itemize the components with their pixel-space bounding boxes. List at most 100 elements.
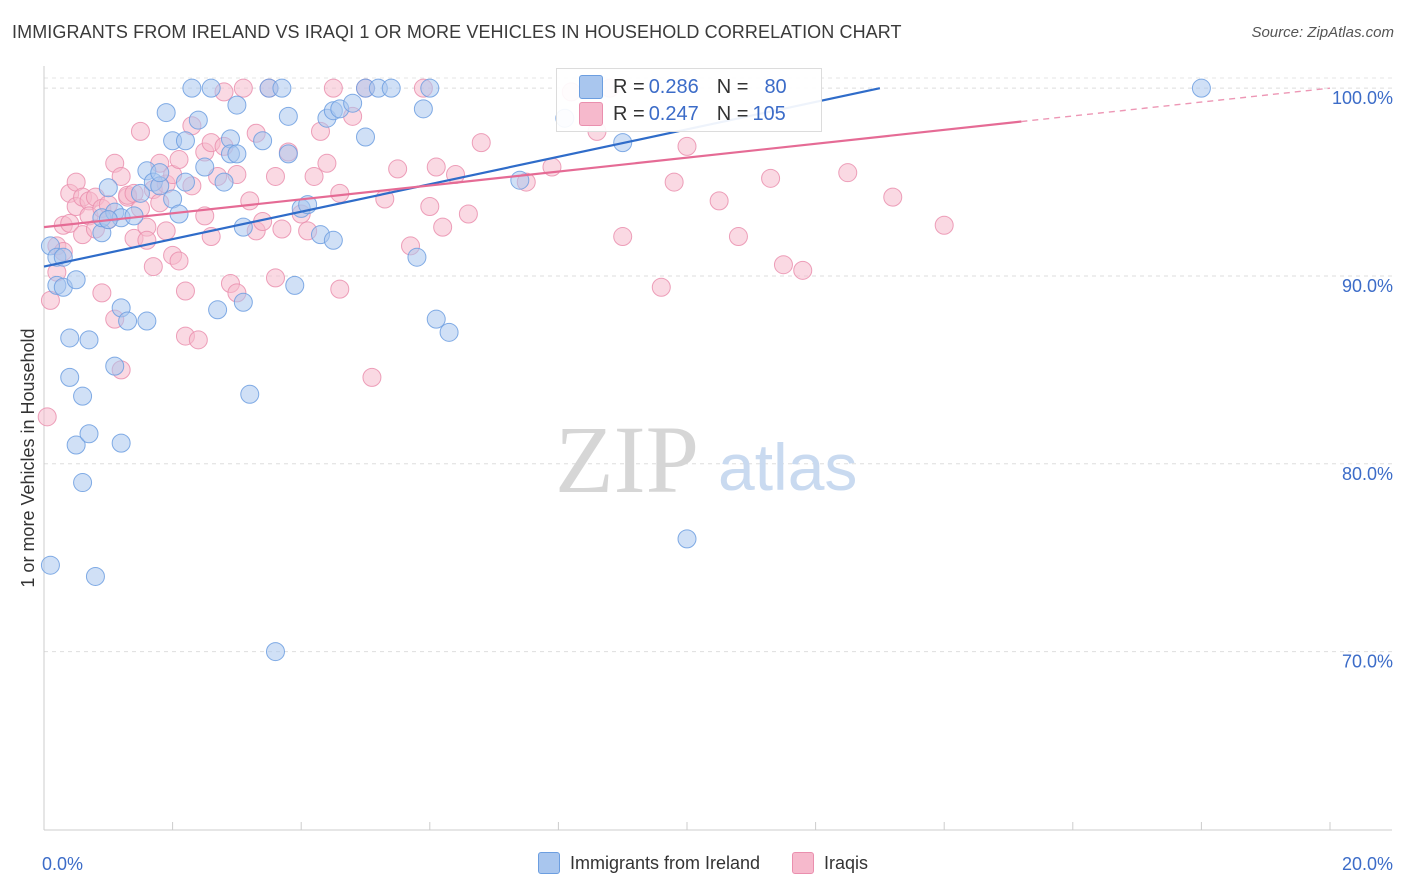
point-ireland — [426, 309, 446, 329]
point-ireland — [137, 311, 157, 331]
point-ireland — [156, 103, 176, 123]
point-iraqis — [728, 227, 748, 247]
point-ireland — [233, 217, 253, 237]
legend-swatch-iraqis — [792, 852, 815, 874]
watermark-zip: ZIP — [555, 406, 699, 513]
legend-n-label: N = — [716, 102, 749, 125]
point-iraqis — [304, 166, 324, 186]
legend-swatch-ireland — [579, 75, 603, 99]
point-ireland — [79, 424, 99, 444]
point-ireland — [323, 230, 343, 250]
point-ireland — [175, 131, 195, 151]
point-ireland — [439, 322, 459, 342]
point-iraqis — [773, 255, 793, 275]
point-ireland — [79, 330, 99, 350]
point-iraqis — [92, 283, 112, 303]
point-iraqis — [677, 136, 697, 156]
point-ireland — [130, 183, 150, 203]
point-ireland — [381, 78, 401, 98]
point-iraqis — [272, 219, 292, 239]
points-layer — [37, 78, 1211, 662]
point-ireland — [60, 367, 80, 387]
y-tick-label: 70.0% — [1342, 652, 1393, 672]
legend-n-value: 80 — [764, 75, 787, 98]
point-ireland — [201, 78, 221, 98]
point-iraqis — [37, 407, 57, 427]
point-ireland — [208, 300, 228, 320]
point-ireland — [240, 384, 260, 404]
point-iraqis — [143, 257, 163, 277]
point-iraqis — [651, 277, 671, 297]
point-ireland — [227, 144, 247, 164]
point-iraqis — [156, 221, 176, 241]
trend-line-extension — [1021, 87, 1331, 123]
point-iraqis — [265, 268, 285, 288]
point-iraqis — [362, 367, 382, 387]
point-iraqis — [793, 260, 813, 280]
point-ireland — [111, 433, 131, 453]
point-ireland — [265, 642, 285, 662]
point-ireland — [677, 529, 697, 549]
y-tick-label: 90.0% — [1342, 276, 1393, 296]
point-ireland — [85, 566, 105, 586]
point-iraqis — [664, 172, 684, 192]
x-tick-label: 0.0% — [42, 854, 83, 874]
point-ireland — [105, 356, 125, 376]
y-tick-label: 100.0% — [1332, 88, 1393, 108]
point-iraqis — [433, 217, 453, 237]
point-ireland — [182, 78, 202, 98]
legend-label-iraqis: Iraqis — [824, 852, 869, 873]
point-iraqis — [458, 204, 478, 224]
point-ireland — [40, 555, 60, 575]
point-iraqis — [240, 191, 260, 211]
point-iraqis — [111, 166, 131, 186]
point-ireland — [195, 157, 215, 177]
point-iraqis — [317, 153, 337, 173]
x-tick-label: 20.0% — [1342, 854, 1393, 874]
legend-r-value: 0.286 — [648, 75, 699, 98]
legend-r-label: R = — [613, 75, 645, 98]
axis-layer — [43, 66, 1392, 831]
point-ireland — [285, 275, 305, 295]
point-iraqis — [323, 78, 343, 98]
point-ireland — [420, 78, 440, 98]
point-ireland — [150, 163, 170, 183]
y-axis-title: 1 or more Vehicles in Household — [18, 328, 38, 587]
legend-r-label: R = — [613, 102, 645, 125]
point-iraqis — [709, 191, 729, 211]
point-iraqis — [613, 227, 633, 247]
point-ireland — [253, 131, 273, 151]
point-ireland — [227, 95, 247, 115]
point-iraqis — [426, 157, 446, 177]
point-iraqis — [838, 163, 858, 183]
point-ireland — [66, 270, 86, 290]
stats-legend: R = 0.286 N = 80 R = 0.247 N = 105 — [556, 68, 822, 132]
legend-item-iraqis[interactable]: Iraqis — [792, 852, 868, 874]
legend-label-ireland: Immigrants from Ireland — [569, 852, 761, 873]
legend-n-value: 105 — [752, 102, 786, 125]
chart-title: IMMIGRANTS FROM IRELAND VS IRAQI 1 OR MO… — [12, 22, 902, 42]
point-ireland — [413, 99, 433, 119]
point-ireland — [66, 435, 86, 455]
point-iraqis — [934, 215, 954, 235]
point-ireland — [118, 311, 138, 331]
point-iraqis — [175, 281, 195, 301]
point-ireland — [356, 127, 375, 147]
point-iraqis — [265, 166, 285, 186]
point-ireland — [343, 93, 363, 113]
point-iraqis — [330, 279, 350, 299]
point-ireland — [188, 110, 208, 130]
point-ireland — [175, 172, 195, 192]
legend-r-value: 0.247 — [648, 102, 699, 125]
point-ireland — [60, 328, 80, 348]
legend-swatch-iraqis — [579, 102, 603, 126]
y-tick-label: 80.0% — [1342, 464, 1393, 484]
point-ireland — [233, 292, 253, 312]
legend-swatch-ireland — [537, 852, 560, 874]
point-iraqis — [330, 183, 350, 203]
point-iraqis — [169, 251, 189, 271]
point-ireland — [278, 144, 298, 164]
point-iraqis — [471, 133, 491, 153]
legend-item-ireland[interactable]: Immigrants from Ireland — [537, 852, 761, 874]
